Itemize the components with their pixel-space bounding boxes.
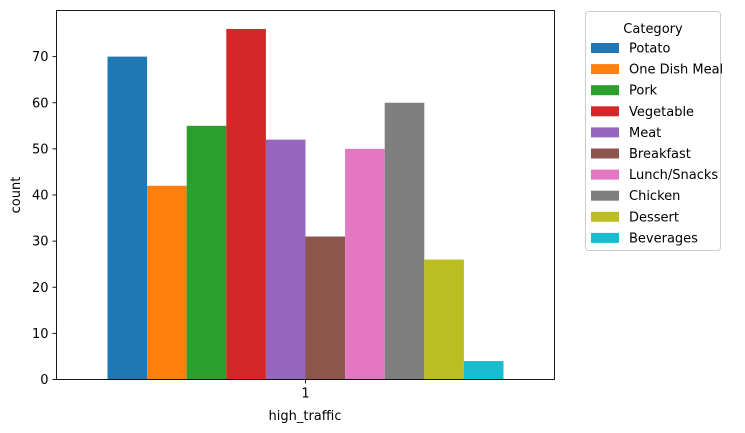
y-tick-label: 40	[32, 189, 49, 204]
bar-dessert	[424, 259, 464, 380]
legend-label-one-dish-meal: One Dish Meal	[629, 63, 723, 78]
legend-swatch-dessert	[591, 211, 619, 222]
legend-swatch-one-dish-meal	[591, 64, 619, 75]
bar-lunch-snacks	[345, 148, 385, 380]
bar-beverages	[463, 361, 504, 380]
legend-label-beverages: Beverages	[629, 231, 698, 246]
legend-label-potato: Potato	[629, 42, 670, 57]
x-ticks-group: 1	[301, 379, 310, 402]
legend-swatch-breakfast	[591, 148, 619, 159]
legend-label-lunch-snacks: Lunch/Snacks	[629, 168, 718, 183]
y-tick-label: 10	[32, 327, 49, 342]
y-tick-label: 0	[40, 373, 48, 388]
legend-label-chicken: Chicken	[629, 189, 680, 204]
legend-swatch-vegetable	[591, 106, 619, 117]
bar-potato	[107, 56, 148, 380]
legend-frame	[585, 11, 721, 251]
y-ticks-group: 0 10 20 30 40 50 60 70	[32, 50, 57, 388]
legend-label-vegetable: Vegetable	[629, 105, 694, 120]
legend-swatch-chicken	[591, 190, 619, 201]
legend: Category Potato One Dish Meal Pork Vegetabl…	[585, 11, 723, 251]
legend-swatch-potato	[591, 43, 619, 53]
legend-label-meat: Meat	[629, 126, 661, 141]
plot-frame	[56, 10, 555, 380]
legend-swatch-pork	[591, 85, 619, 96]
legend-swatch-beverages	[591, 232, 619, 243]
bar-chicken	[384, 102, 425, 380]
legend-items: Potato One Dish Meal Pork Vegetable Meat Brea…	[591, 42, 723, 246]
y-tick-label: 20	[32, 281, 49, 296]
legend-swatch-lunch-snacks	[591, 169, 619, 180]
y-tick-label: 50	[32, 142, 49, 157]
legend-label-pork: Pork	[629, 84, 658, 99]
bar-vegetable	[226, 28, 266, 380]
bar-meat	[265, 139, 306, 380]
legend-swatch-meat	[591, 127, 619, 138]
bar-breakfast	[305, 236, 346, 380]
y-axis-label: count	[9, 177, 24, 214]
bar-pork	[186, 125, 227, 380]
legend-title: Category	[623, 22, 683, 37]
legend-label-breakfast: Breakfast	[629, 147, 691, 162]
x-axis-label: high_traffic	[269, 409, 342, 424]
x-tick-label: 1	[301, 387, 309, 402]
y-tick-label: 60	[32, 96, 49, 111]
y-tick-label: 70	[32, 50, 49, 65]
bars-group	[107, 28, 504, 380]
legend-label-dessert: Dessert	[629, 210, 679, 225]
y-tick-label: 30	[32, 235, 49, 250]
bar-one-dish-meal	[147, 185, 187, 380]
